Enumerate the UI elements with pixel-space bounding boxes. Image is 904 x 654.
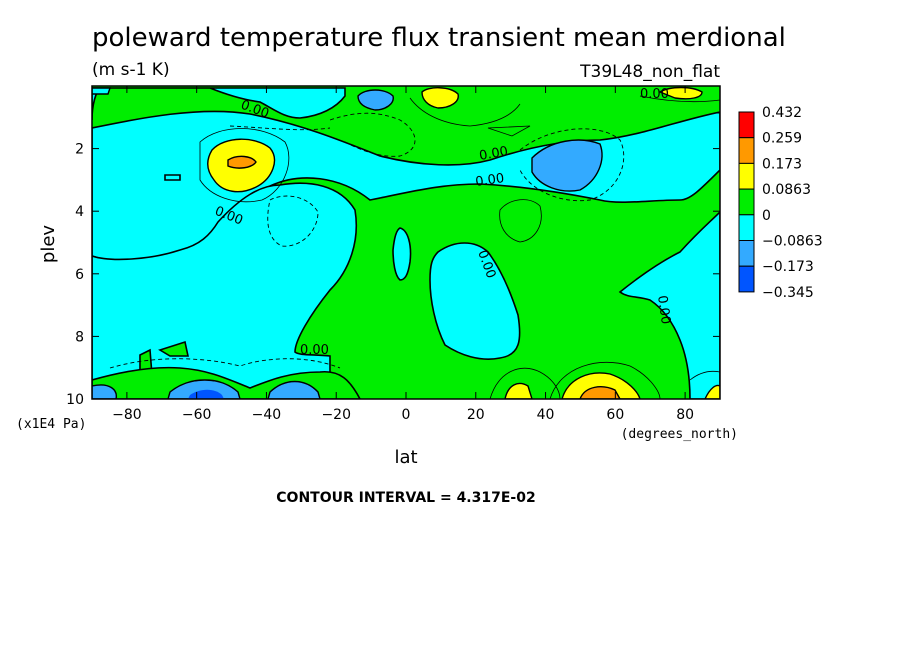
- contour-label: 0.00: [654, 294, 673, 325]
- color-legend: 0.432 0.259 0.173 0.0863 0 −0.0863 −0.173 −0.34…: [738, 105, 823, 301]
- experiment-label: T39L48_non_flat: [579, 62, 720, 82]
- x-tick-label: −60: [182, 407, 212, 423]
- legend-swatch: [738, 111, 755, 139]
- contour-interval-note: CONTOUR INTERVAL = 4.317E-02: [276, 490, 535, 506]
- y-tick-label: 4: [75, 204, 84, 220]
- dashed-contours: [109, 112, 625, 369]
- y-tick-label: 6: [75, 267, 84, 283]
- contour-label: 0.00: [300, 343, 329, 358]
- legend-swatch: [738, 162, 755, 190]
- legend-level: −0.173: [762, 259, 814, 275]
- x-axis-label: lat: [394, 447, 417, 468]
- thin-contours: [199, 95, 720, 399]
- legend-swatch: [738, 137, 755, 164]
- x-unit-label: (degrees_north): [621, 427, 738, 442]
- x-tick-label: 0: [402, 407, 411, 423]
- legend-swatch: [738, 240, 755, 267]
- x-tick-label: 60: [606, 407, 624, 423]
- y-tick-label: 10: [66, 392, 84, 408]
- legend-level: 0.259: [762, 131, 802, 147]
- region-more-negative: [92, 89, 603, 399]
- x-tick-label: −40: [252, 407, 282, 423]
- legend-level: 0.432: [762, 105, 802, 121]
- x-tick-label: 40: [537, 407, 555, 423]
- contour-label: 0.00: [640, 87, 669, 102]
- plot-area: 0.00 0.00 0.00 0.00 0.00 0.00 0.00 0.00: [92, 86, 720, 399]
- legend-swatch: [738, 214, 755, 242]
- legend-level: 0.173: [762, 156, 802, 172]
- legend-level: −0.0863: [762, 234, 823, 250]
- y-unit-label: (x1E4 Pa): [16, 417, 86, 432]
- legend-swatch: [738, 188, 755, 216]
- x-tick-label: 80: [676, 407, 694, 423]
- legend-level: 0.0863: [762, 182, 811, 198]
- chart-units: (m s-1 K): [92, 60, 170, 80]
- y-axis-label: plev: [38, 225, 59, 264]
- legend-level: 0: [762, 208, 771, 224]
- y-axis: 2 4 6 8 10: [66, 142, 720, 408]
- contour-label: 0.00: [478, 144, 509, 164]
- legend-level: −0.345: [762, 285, 814, 301]
- contour-label: 0.00: [474, 171, 505, 190]
- y-tick-label: 8: [75, 329, 84, 345]
- x-tick-label: −20: [321, 407, 351, 423]
- x-axis: −80 −60 −40 −20 0 20 40 60 80: [112, 86, 694, 423]
- legend-swatch: [738, 265, 755, 293]
- region-high-positive: [92, 86, 720, 399]
- x-tick-label: 20: [467, 407, 485, 423]
- y-tick-label: 2: [75, 142, 84, 158]
- x-tick-label: −80: [112, 407, 142, 423]
- chart-title: poleward temperature flux transient mean…: [92, 23, 786, 53]
